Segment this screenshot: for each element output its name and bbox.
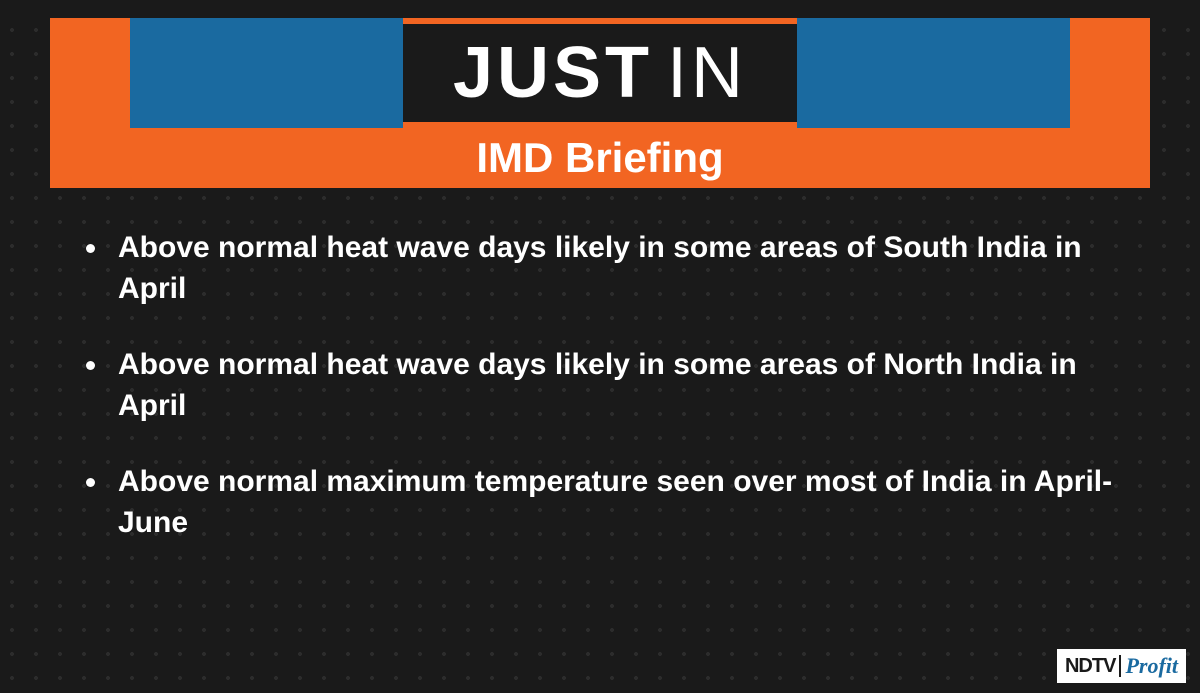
logo-divider (1119, 655, 1121, 677)
header-bar: JUST IN (50, 18, 1150, 128)
headline-box: JUST IN (403, 18, 797, 128)
subheader-bar: IMD Briefing (50, 128, 1150, 188)
logo-brand-text: NDTV (1065, 655, 1115, 678)
subheader-text: IMD Briefing (476, 134, 723, 182)
bullet-item: Above normal maximum temperature seen ov… (110, 462, 1120, 543)
channel-logo: NDTV Profit (1057, 649, 1186, 683)
header-blue-right (797, 18, 1070, 128)
logo-sub-text: Profit (1125, 653, 1178, 679)
bullet-item: Above normal heat wave days likely in so… (110, 345, 1120, 426)
bullet-item: Above normal heat wave days likely in so… (110, 228, 1120, 309)
bullet-list: Above normal heat wave days likely in so… (80, 228, 1120, 543)
header-blue-left (130, 18, 403, 128)
header-orange-right (1070, 18, 1150, 128)
headline-word-light: IN (667, 37, 747, 109)
headline-word-bold: JUST (453, 37, 653, 109)
header-orange-left (50, 18, 130, 128)
